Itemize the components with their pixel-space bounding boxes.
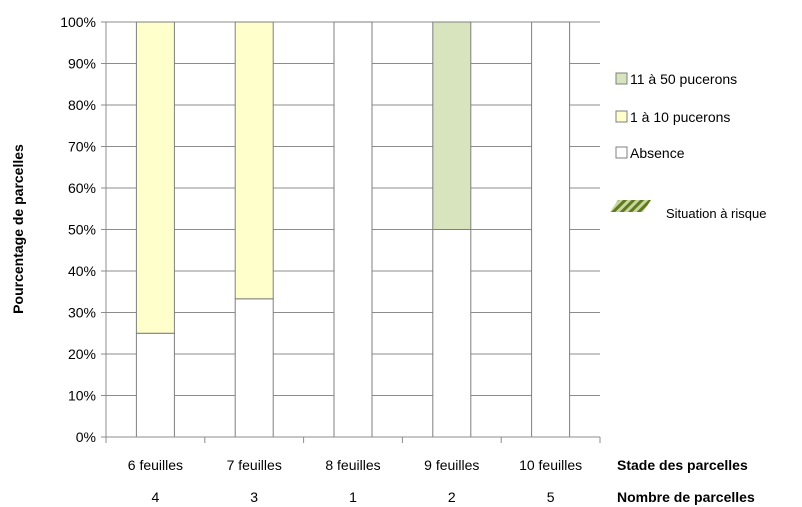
- bars: [135, 21, 571, 438]
- y-tick-label: 100%: [60, 14, 96, 30]
- x-axis-label-stage: Stade des parcelles: [617, 457, 748, 473]
- y-tick-label: 30%: [68, 305, 96, 321]
- y-tick-label: 60%: [68, 180, 96, 196]
- x-category-label: 7 feuilles: [227, 457, 282, 473]
- y-tick-label: 80%: [68, 97, 96, 113]
- x-axis-label-count: Nombre de parcelles: [617, 489, 755, 505]
- legend: 11 à 50 pucerons 1 à 10 pucerons Absence Si…: [610, 71, 766, 221]
- bar-segment: [531, 21, 571, 438]
- legend-label: 1 à 10 pucerons: [630, 109, 730, 125]
- legend-label: Situation à risque: [666, 206, 766, 221]
- x-category-label: 10 feuilles: [519, 457, 582, 473]
- y-tick-label: 90%: [68, 56, 96, 72]
- y-axis-label: Pourcentage de parcelles: [10, 144, 26, 314]
- legend-swatch: [615, 110, 628, 123]
- legend-label: 11 à 50 pucerons: [630, 71, 737, 87]
- y-tick-label: 10%: [68, 388, 96, 404]
- x-count-label: 1: [349, 489, 357, 505]
- hatched-swatch: [610, 200, 651, 212]
- legend-swatch: [615, 146, 628, 159]
- x-category-label: 9 feuilles: [424, 457, 479, 473]
- bar-segment: [135, 332, 175, 438]
- y-tick-label: 50%: [68, 222, 96, 238]
- y-tick-label: 0%: [76, 429, 96, 445]
- y-tick-label: 40%: [68, 263, 96, 279]
- legend-swatch: [615, 72, 628, 85]
- bar-segment: [333, 21, 373, 438]
- y-tick-label: 20%: [68, 346, 96, 362]
- x-count-label: 5: [547, 489, 555, 505]
- x-category-label: 6 feuilles: [128, 457, 183, 473]
- x-count-label: 3: [250, 489, 258, 505]
- x-category-label: 8 feuilles: [325, 457, 380, 473]
- bar-segment: [234, 298, 274, 438]
- bar-segment: [135, 21, 175, 334]
- axes: 0% 10% 20% 30% 40% 50% 60% 70% 80% 90% 100% 6 feuil…: [60, 14, 601, 505]
- y-tick-label: 70%: [68, 139, 96, 155]
- bar-segment: [432, 21, 472, 230]
- legend-label: Absence: [630, 145, 685, 161]
- bar-segment: [432, 229, 472, 438]
- x-count-label: 2: [448, 489, 456, 505]
- x-count-label: 4: [152, 489, 160, 505]
- bar-segment: [234, 21, 274, 300]
